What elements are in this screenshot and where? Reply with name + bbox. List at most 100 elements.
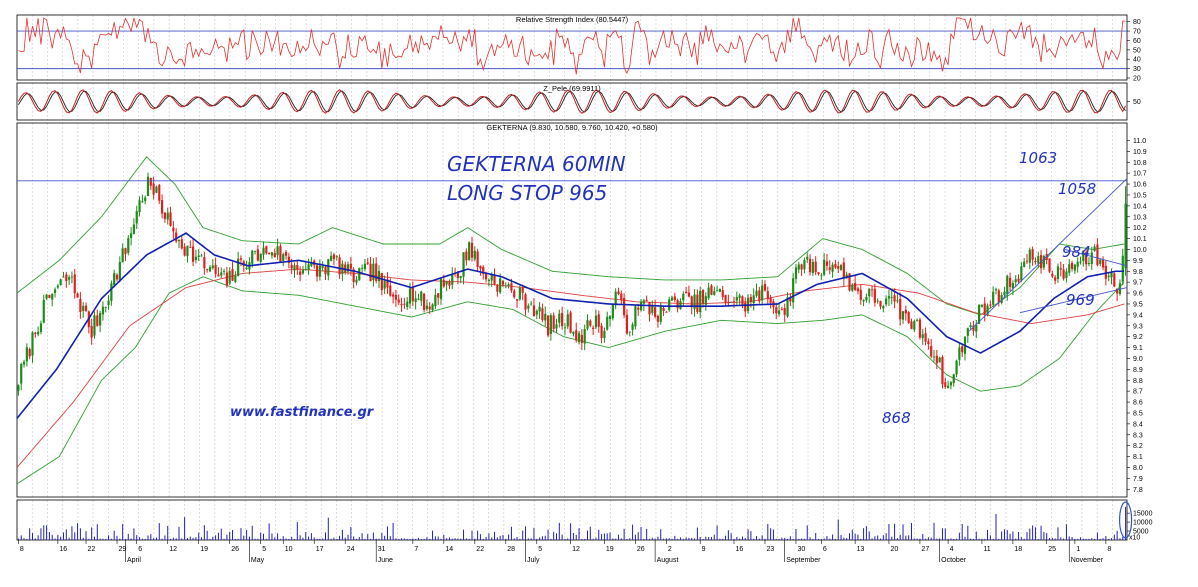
x-tick-label: 23 [766,546,774,553]
candle-body [1017,278,1020,282]
candle-body [321,265,324,268]
candle-body [1051,273,1054,277]
candle-body [530,303,533,305]
candle-body [96,315,99,326]
price-tick-label: 9.7 [1133,280,1143,287]
candle-body [699,290,702,313]
candle-body [1118,283,1122,295]
candle-body [766,291,769,300]
annotation-title-line1: GEKTERNA 60MIN [447,152,626,176]
candle-body [679,301,682,310]
annotation-868: 868 [882,409,911,427]
candle-body [859,289,862,301]
candle-body [521,287,524,293]
candle-body [186,245,189,257]
x-tick-label: 26 [231,546,239,553]
candle-body [690,296,693,308]
candle-body [361,267,364,269]
candle-body [163,212,167,219]
candle-body [575,330,578,341]
candle-body [623,297,626,316]
annotation-969: 969 [1066,291,1095,309]
candle-body [825,261,829,266]
month-label: May [251,557,265,564]
candle-body [431,304,434,310]
candle-body [589,320,592,326]
candle-body [555,324,558,329]
price-tick-label: 9.9 [1133,258,1143,265]
candle-body [482,266,485,274]
annotation-title-line2: LONG STOP 965 [447,181,607,205]
candle-body [282,254,285,261]
candle-body [251,250,254,264]
x-tick-label: 24 [347,546,355,553]
x-tick-label: 16 [59,546,67,553]
price-tick-label: 9.5 [1133,301,1143,308]
candle-body [169,212,172,226]
candle-body [1000,295,1003,303]
candle-body [856,288,860,292]
candle-body [113,273,116,285]
candle-body [42,299,45,323]
candle-body [546,315,550,336]
candle-body [637,307,640,310]
candle-body [893,295,896,302]
x-tick-label: 22 [476,546,484,553]
candle-body [569,312,572,333]
price-tick-label: 9.3 [1133,323,1143,330]
price-tick-label: 9.6 [1133,291,1143,298]
x-tick-label: 11 [983,546,990,553]
candle-body [707,287,710,299]
candle-body [175,232,178,242]
candle-body [420,291,423,301]
candle-body [817,272,820,275]
candle-body [969,325,972,328]
candle-body [411,287,414,302]
candle-body [532,305,536,317]
candle-body [346,264,350,272]
x-tick-label: 17 [316,546,324,553]
candle-body [501,280,505,285]
month-label: July [527,557,540,564]
candle-body [1079,261,1082,263]
candle-body [504,285,507,287]
candle-body [684,291,688,294]
x-tick-label: 12 [572,546,580,553]
volume-unit-label: x10 [1129,535,1140,542]
fast-moving-average [16,232,1125,419]
candle-body [724,295,727,303]
candle-body [1093,246,1096,251]
candle-body [45,294,48,299]
candle-body [608,316,612,320]
candle-body [870,289,874,291]
candle-body [941,356,944,385]
candle-body [873,288,876,303]
candle-body [293,265,296,271]
candle-body [541,308,544,320]
candle-body [462,252,465,277]
candle-body [721,290,724,298]
candle-body [865,296,868,301]
candle-body [890,297,893,298]
candle-body [544,313,547,321]
candle-body [1124,203,1127,268]
candle-body [203,257,206,269]
trendline [1019,287,1128,314]
candle-body [1090,252,1093,264]
price-tick-label: 8.2 [1133,443,1143,450]
candle-body [468,242,471,261]
x-tick-label: 1 [1076,546,1080,553]
candle-body [262,247,265,255]
candle-body [1011,283,1015,289]
price-tick-label: 10.5 [1133,192,1147,199]
price-tick-label: 8.5 [1133,410,1143,417]
candle-body [713,291,716,295]
candle-body [896,300,899,302]
candle-body [307,264,310,270]
candle-body [1121,255,1124,282]
candle-body [414,298,417,303]
oscillator-panel: Z_Pele (69.9911) 50 [17,84,1141,114]
candle-body [1082,250,1085,262]
candle-body [456,273,460,279]
candle-body [535,310,538,315]
